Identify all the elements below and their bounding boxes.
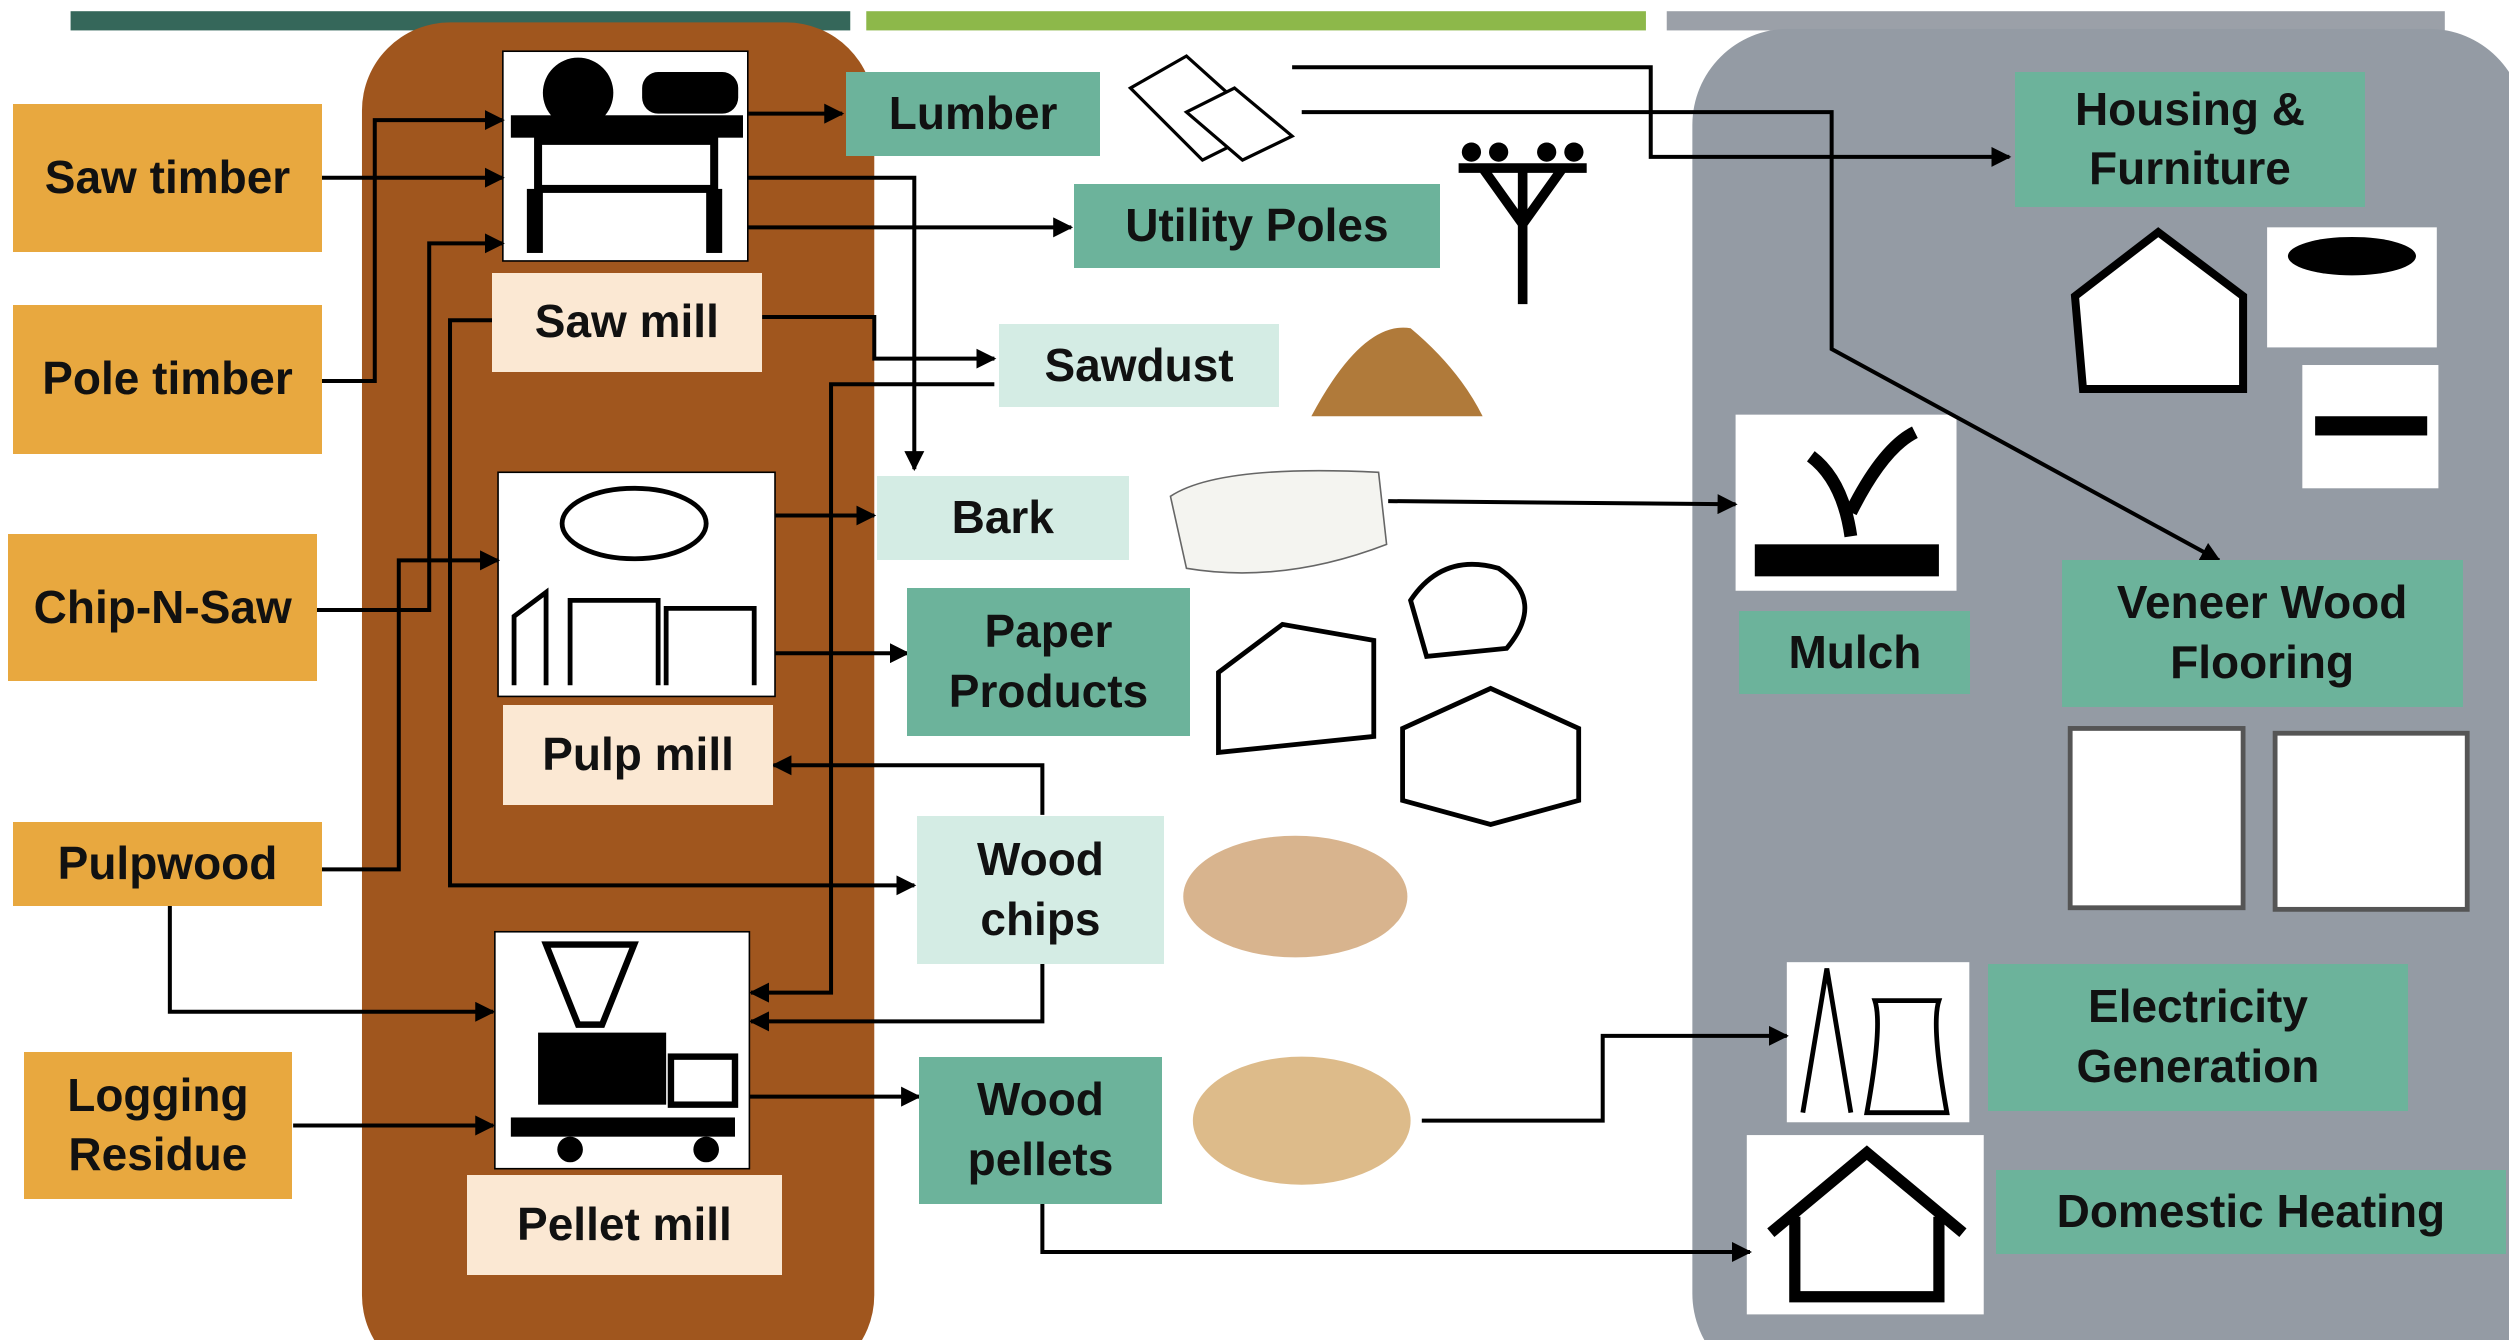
wood-chips-icon (1183, 836, 1407, 958)
input-box: Logging Residue (24, 1052, 292, 1199)
pellet-mill-icon (495, 932, 750, 1169)
end-use-box: Housing & Furniture (2015, 72, 2364, 207)
input-box: Pulpwood (13, 822, 322, 905)
header-bar (1667, 11, 2445, 30)
wood-pellets-icon (1193, 1057, 1411, 1185)
diagram: Saw timber Pole timber Chip-N-Saw Pulpwood L… (0, 0, 2509, 1340)
pulp-mill-icon (498, 472, 775, 696)
utility-pole-icon (1452, 133, 1593, 309)
mill-box: Pulp mill (503, 705, 772, 804)
product-box: Wood pellets (919, 1057, 1163, 1204)
input-box: Saw timber (13, 104, 322, 251)
end-use-box: Electricity Generation (1988, 964, 2408, 1111)
mill-box: Pellet mill (467, 1175, 783, 1274)
mill-box: Saw mill (492, 273, 761, 372)
input-box: Chip-N-Saw (8, 534, 317, 681)
product-box: Lumber (846, 72, 1099, 155)
product-box: Utility Poles (1074, 184, 1440, 267)
power-plant-icon (1787, 962, 1970, 1122)
product-box: Bark (877, 476, 1129, 559)
end-use-box: Veneer Wood Flooring (2062, 560, 2463, 707)
domestic-heating-icon (1747, 1135, 1984, 1314)
end-use-box: Mulch (1739, 611, 1970, 694)
bark-icon (1170, 471, 1386, 573)
saw-mill-icon (503, 51, 748, 261)
flow-arrow (1042, 1202, 1750, 1252)
sawdust-icon (1311, 328, 1482, 417)
product-box: Paper Products (907, 588, 1189, 735)
header-bar (866, 11, 1646, 30)
end-use-box: Domestic Heating (1996, 1170, 2506, 1253)
product-box: Wood chips (917, 816, 1164, 963)
paper-icon (1218, 564, 1578, 824)
product-box: Sawdust (999, 324, 1280, 407)
lumber-icon (1130, 56, 1292, 160)
mulch-icon (1736, 415, 1957, 591)
flow-arrow (1388, 501, 1735, 504)
input-box: Pole timber (13, 305, 322, 454)
